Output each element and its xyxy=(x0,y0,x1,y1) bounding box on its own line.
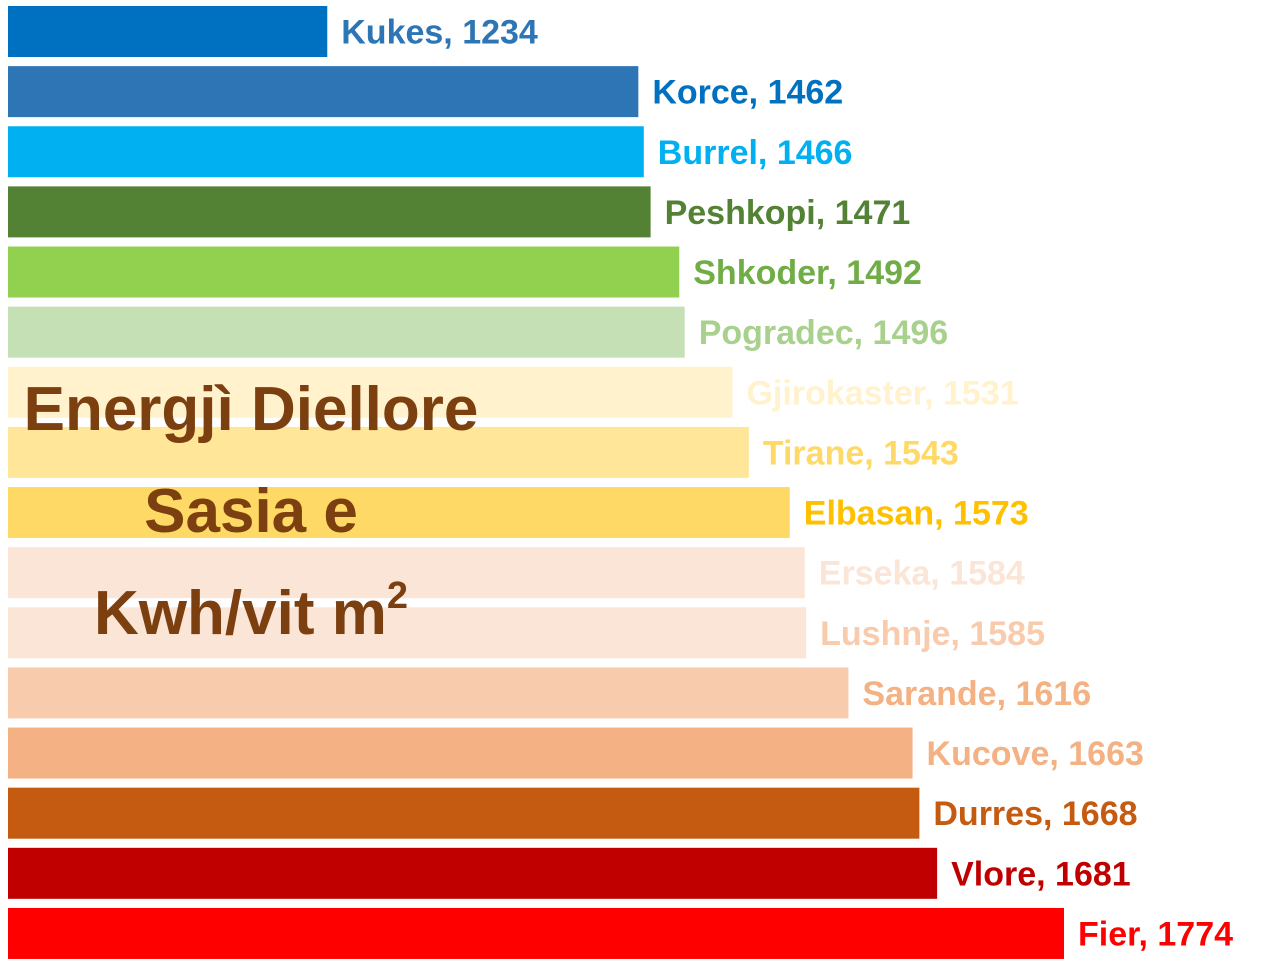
bar-elbasan xyxy=(8,487,790,539)
bar-fier xyxy=(8,907,1064,959)
data-label-fier: Fier, 1774 xyxy=(1078,915,1233,953)
bar-gjirokaster xyxy=(8,366,733,418)
data-label-tirane: Tirane, 1543 xyxy=(763,434,959,472)
data-label-erseka: Erseka, 1584 xyxy=(819,555,1025,593)
bar-erseka xyxy=(8,547,805,599)
data-label-lushnje: Lushnje, 1585 xyxy=(820,615,1045,653)
data-label-burrel: Burrel, 1466 xyxy=(658,134,853,172)
bar-korce xyxy=(8,66,639,118)
bar-shkoder xyxy=(8,246,680,298)
bar-kucove xyxy=(8,727,913,779)
data-label-shkoder: Shkoder, 1492 xyxy=(693,254,922,292)
data-label-peshkopi: Peshkopi, 1471 xyxy=(665,194,911,232)
bar-durres xyxy=(8,787,920,839)
bar-tirane xyxy=(8,426,749,478)
bar-vlore xyxy=(8,847,938,899)
bar-lushnje xyxy=(8,607,807,659)
data-label-kucove: Kucove, 1663 xyxy=(927,735,1144,773)
data-label-pogradec: Pogradec, 1496 xyxy=(699,314,948,352)
bar-kukes xyxy=(8,6,328,57)
data-label-durres: Durres, 1668 xyxy=(933,795,1137,833)
bar-peshkopi xyxy=(8,186,651,238)
data-label-korce: Korce, 1462 xyxy=(652,74,843,112)
data-label-vlore: Vlore, 1681 xyxy=(951,855,1131,893)
bar-sarande xyxy=(8,667,849,719)
data-label-gjirokaster: Gjirokaster, 1531 xyxy=(746,374,1018,412)
bar-pogradec xyxy=(8,306,685,358)
bar-burrel xyxy=(8,126,644,178)
data-label-elbasan: Elbasan, 1573 xyxy=(804,495,1029,533)
data-label-sarande: Sarande, 1616 xyxy=(862,675,1091,713)
data-label-kukes: Kukes, 1234 xyxy=(341,14,538,52)
